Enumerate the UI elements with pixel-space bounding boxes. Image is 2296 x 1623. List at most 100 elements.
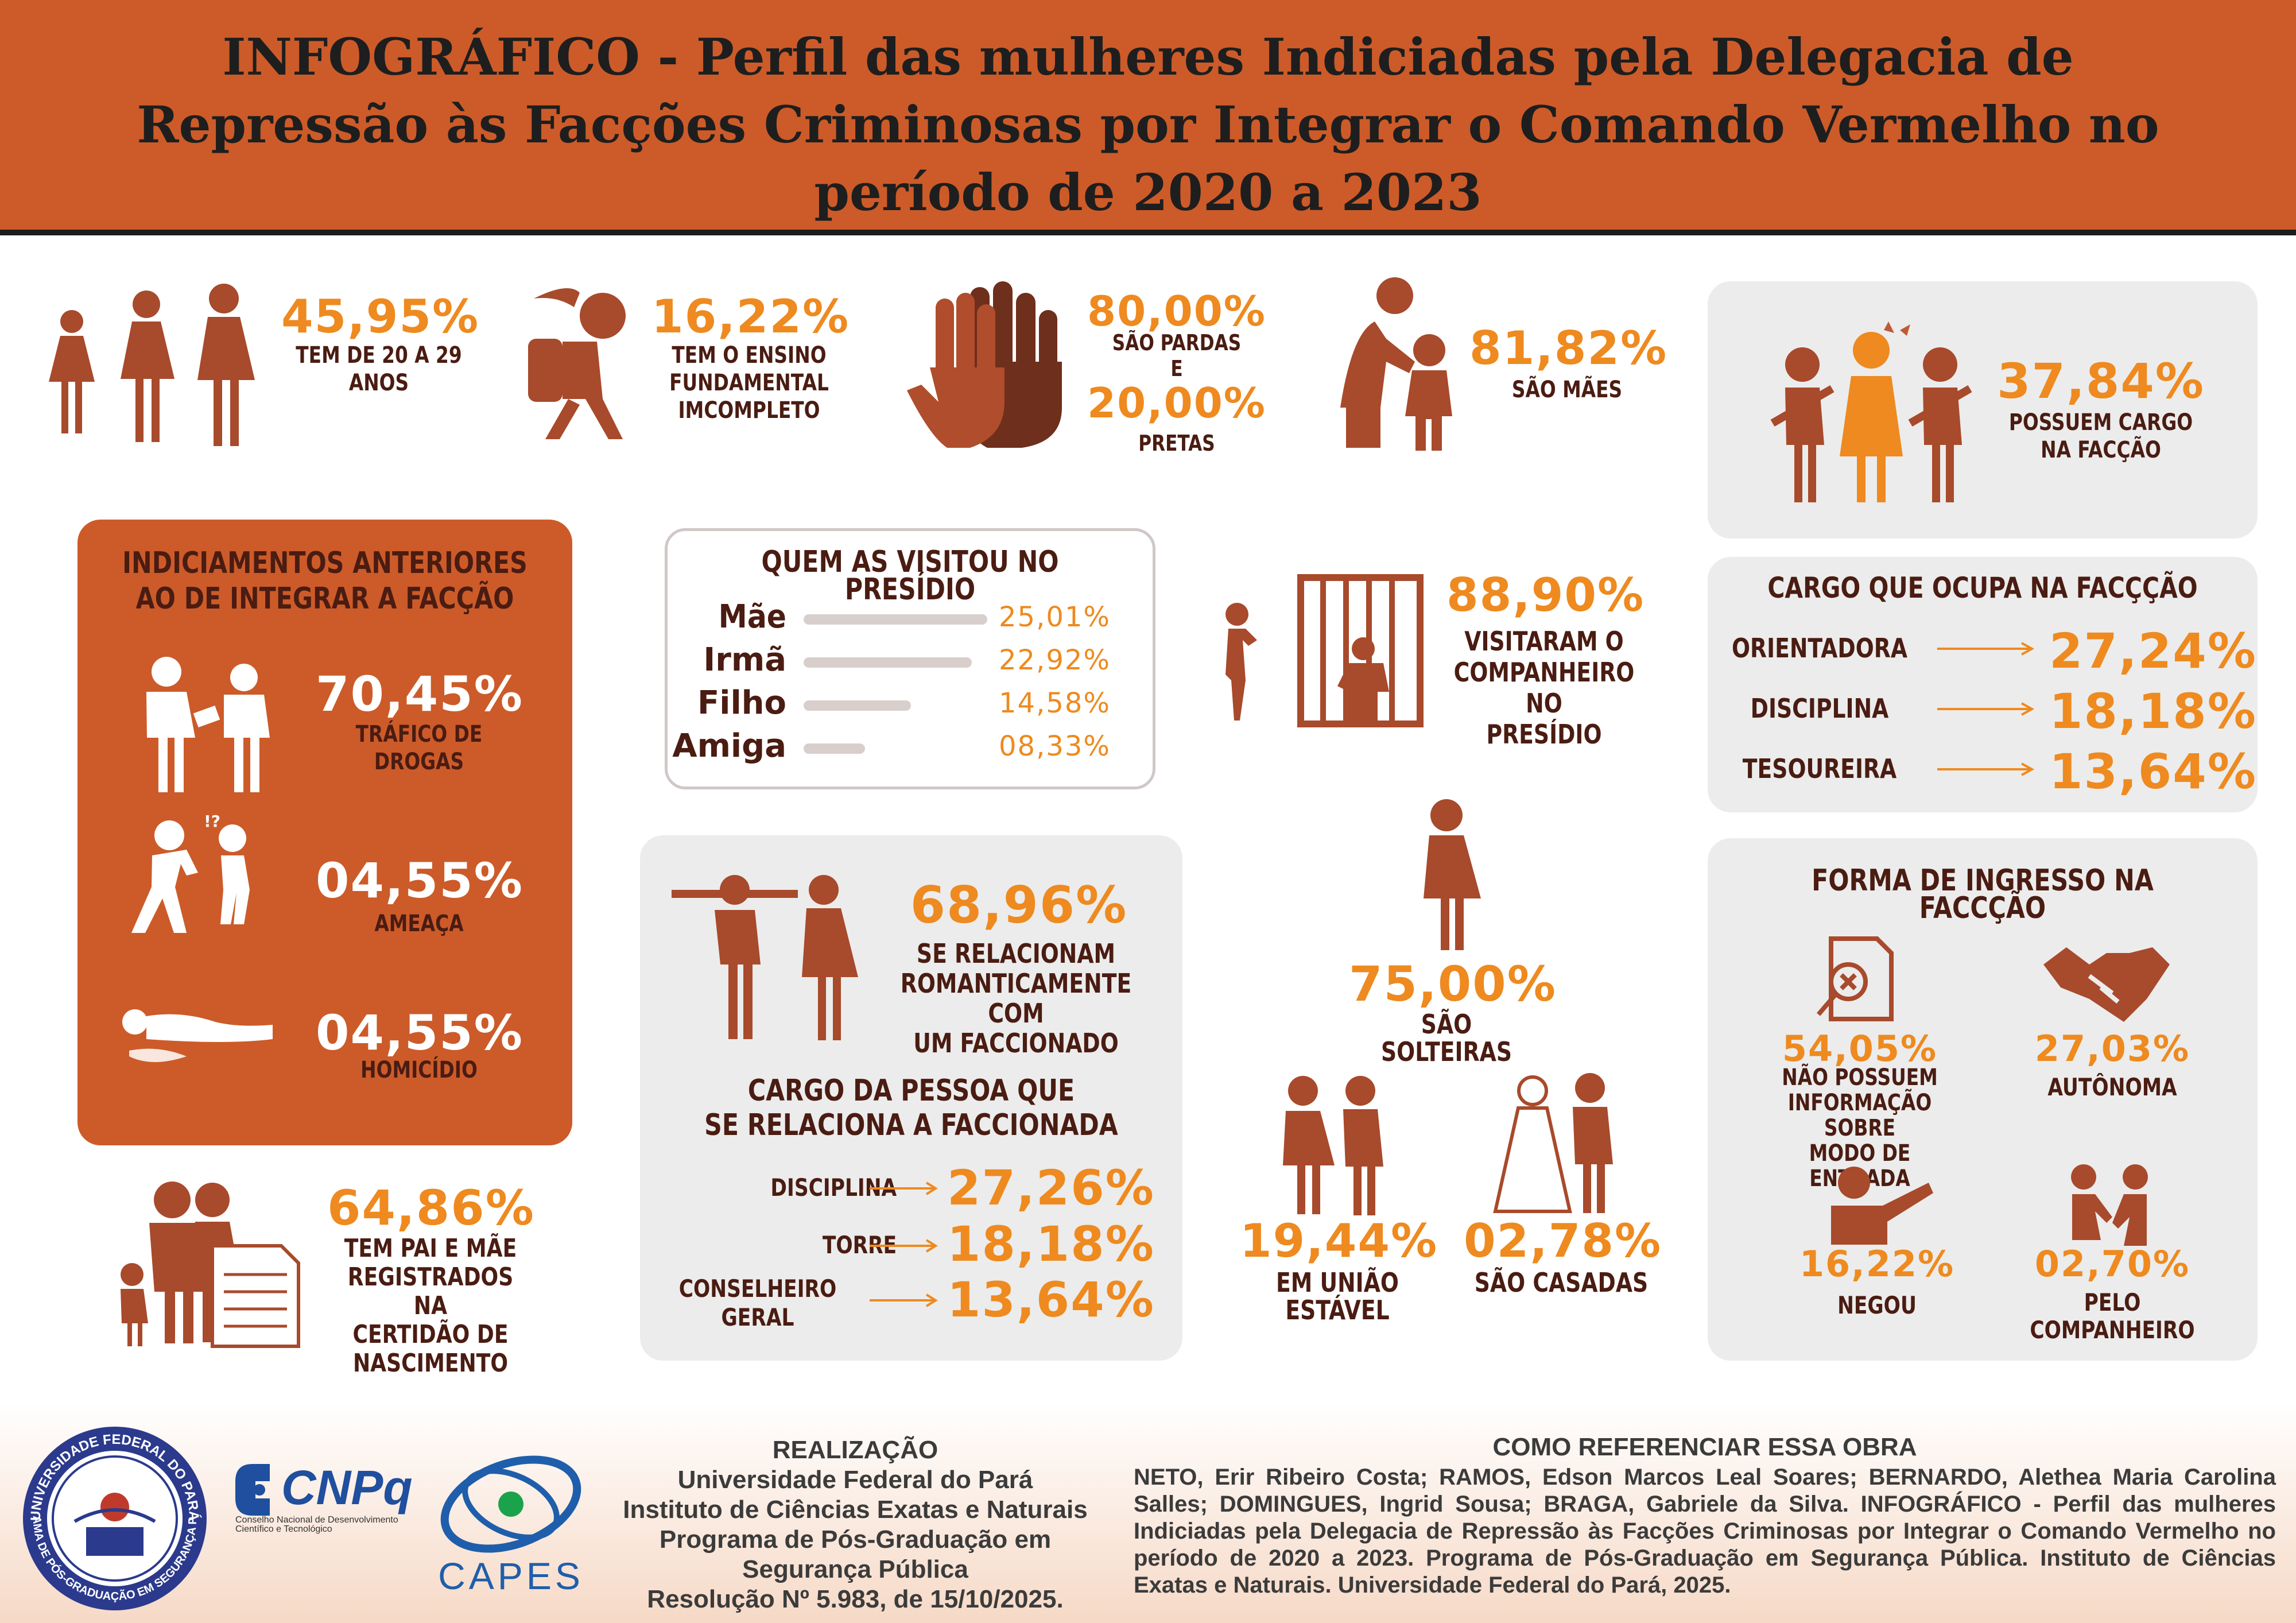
ingress-1-label: NÃO POSSUEM INFORMAÇÃO SOBRE MODO DE ENT… [1766,1065,1954,1191]
indictment-2-pct: 04,55% [316,853,523,909]
ingress-1-label-line-2: INFORMAÇÃO SOBRE [1787,1090,1932,1141]
drug-trade-icon [146,657,270,792]
married-pct: 02,78% [1464,1214,1662,1268]
visits-row-label: Filho [697,684,786,722]
relationship-pct: 68,96% [910,876,1128,935]
mother-child-icon [1340,277,1452,451]
indictments-title-line-1: INDICIAMENTOS ANTERIORES [122,546,528,580]
parents-label: TEM PAI E MÃE REGISTRADOS NA CERTIDÃO DE… [332,1234,529,1378]
cargo-row-pct: 13,64% [2049,743,2257,800]
couple-stable-icon [1283,1076,1383,1215]
education-label-line-1: TEM O ENSINO [672,342,827,369]
single-woman-icon [1424,799,1481,950]
visits-row-label: Amiga [672,727,786,765]
cnpq-logo: CNPq Conselho Nacional de Desenvolviment… [235,1461,413,1534]
realizacao-line-2: Instituto de Ciências Exatas e Naturais [623,1496,1088,1524]
role-label-line-2: NA FACÇÃO [2041,437,2161,463]
cnpq-sub-2: Científico e Tecnológico [235,1524,332,1534]
indictment-1-label: TRÁFICO DE DROGAS [316,721,523,776]
cargo-title: CARGO QUE OCUPA NA FACÇÇÃO [1767,571,2198,605]
race-pct-1: 80,00% [1087,287,1266,335]
ingress-1-label-line-1: NÃO POSSUEM [1782,1064,1938,1091]
realizacao-line-5: Resolução Nº 5.983, de 15/10/2025. [647,1585,1064,1613]
visits-bar-chart [804,614,987,754]
single-pct: 75,00% [1349,956,1557,1012]
ingress-title: FORMA DE INGRESSO NA FACCÇÃO [1812,863,2154,925]
ingress-4-label: PELO COMPANHEIRO [2018,1289,2206,1344]
parents-label-line-4: NASCIMENTO [352,1349,509,1378]
title-line-2: Repressão às Facções Criminosas por Inte… [137,95,2159,154]
visits-row-value: 14,58% [999,687,1111,719]
footer [0,1401,2296,1623]
partner-role-label: CONSELHEIRO GERAL [654,1275,862,1332]
family-document-icon [121,1182,300,1348]
ingress-4-pct: 02,70% [2034,1243,2190,1285]
capes-text: CAPES [438,1555,584,1597]
realizacao-line-3: Programa de Pós-Graduação em [659,1525,1052,1554]
capes-logo: CAPES [438,1455,584,1597]
realizacao-line-4: Segurança Pública [742,1555,968,1583]
visits-bars: Mãe Irmã Filho Amiga 25,01% 22,92% 14,58… [672,597,1142,769]
cargo-arrows [1937,642,2035,776]
race-pct-2: 20,00% [1087,379,1266,427]
role-label-line-1: POSSUEM CARGO [2008,409,2193,436]
title-line-1: INFOGRÁFICO - Perfil das mulheres Indici… [222,27,2074,87]
race-label-1: SÃO PARDAS [1112,330,1242,355]
cnpq-text: CNPq [281,1461,413,1514]
ingress-4-label-line-2: COMPANHEIRO [2030,1316,2195,1344]
parents-pct: 64,86% [327,1180,535,1236]
refusal-gesture-icon [1831,1167,1933,1245]
visits-row-value: 25,01% [999,601,1111,633]
couple-faction-icon [672,875,858,1040]
three-women-icon [49,284,255,446]
visits-title: QUEM AS VISITOU NO PRESÍDIO [761,545,1059,607]
title-line-3: período de 2020 a 2023 [814,162,1482,222]
race-label-2: PRETAS [1138,431,1215,456]
mothers-pct: 81,82% [1469,321,1668,375]
partner-visit-label-line-1: VISITARAM O [1464,626,1624,657]
realizacao-title: REALIZAÇÃO [772,1436,938,1464]
mothers-label: SÃO MÃES [1511,377,1623,403]
partner-role-title: CARGO DA PESSOA QUE SE RELACIONA A FACCI… [689,1074,1134,1142]
student-girl-icon [528,288,626,439]
handshake-icon [2043,947,2170,1022]
indictment-1-label-line-2: DROGAS [374,749,464,775]
threat-icon: !? [131,812,250,933]
education-pct: 16,22% [651,290,850,343]
stable-union-pct: 19,44% [1240,1214,1438,1268]
visits-row-label: Irmã [703,641,786,679]
partner-role-pct: 27,26% [947,1160,1155,1216]
bride-groom-icon [1493,1073,1613,1213]
partner-role-label-line-1: CONSELHEIRO [678,1275,837,1303]
partner-role-title-line-2: SE RELACIONA A FACCIONADA [704,1108,1118,1142]
indictment-3-pct: 04,55% [316,1005,523,1061]
visits-bar [804,700,911,711]
visits-bar [804,743,865,754]
role-label: POSSUEM CARGO NA FACÇÃO [1998,409,2205,464]
reference-text: NETO, Erir Ribeiro Costa; RAMOS, Edson M… [1134,1465,2276,1598]
couple-handhold-icon [2071,1164,2148,1246]
realizacao-line-1: Universidade Federal do Pará [677,1466,1033,1494]
age-label-line-1: TEM DE 20 A 29 [296,342,462,369]
partner-role-label-line-2: GERAL [721,1303,794,1331]
reference-title: COMO REFERENCIAR ESSA OBRA [1492,1433,1917,1461]
ingress-4-label-line-1: PELO [2084,1288,2141,1316]
indictments-title: INDICIAMENTOS ANTERIORES AO DE INTEGRAR … [122,545,528,617]
realizacao-block: REALIZAÇÃO Universidade Federal do Pará … [603,1435,1108,1614]
parents-label-line-3: CERTIDÃO DE [352,1320,509,1349]
ingress-3-label: NEGOU [1837,1291,1917,1319]
ingress-3-pct: 16,22% [1799,1243,1955,1285]
relationship-label-line-3: UM FACCIONADO [913,1028,1119,1059]
partner-visit-pct: 88,90% [1446,568,1645,622]
partner-visit-label: VISITARAM O COMPANHEIRO NO PRESÍDIO [1445,626,1643,750]
age-label-line-2: ANOS [348,370,409,396]
cargo-row-pct: 18,18% [2049,683,2257,739]
ufpa-seal-logo: UNIVERSIDADE FEDERAL DO PARÁ PROGRAMA DE… [13,1413,207,1610]
prison-visit-icon [1225,574,1424,727]
header-banner [0,0,2296,235]
parents-label-line-2: REGISTRADOS NA [347,1262,514,1320]
visits-bar [804,657,972,668]
race-conj: E [1170,356,1183,381]
ingress-2-pct: 27,03% [2034,1028,2190,1070]
education-label: TEM O ENSINO FUNDAMENTAL IMCOMPLETO [655,342,843,424]
